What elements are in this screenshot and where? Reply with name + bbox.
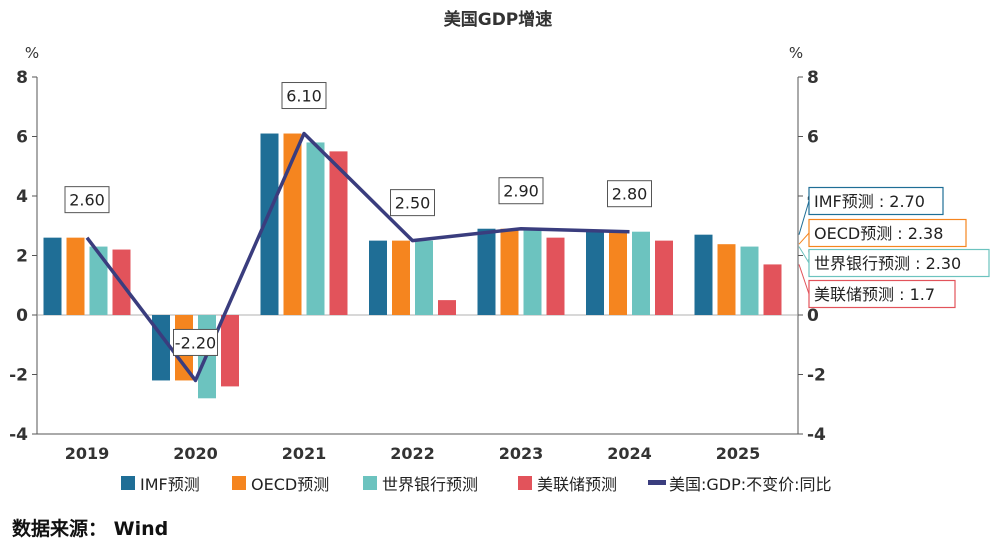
line-value-label: 2.50 — [395, 194, 431, 213]
legend-swatch — [363, 476, 377, 490]
line-label-box — [281, 82, 327, 110]
callout-text: 世界银行预测 : 2.30 — [814, 254, 961, 273]
line-value-label: -2.20 — [175, 333, 216, 352]
right-tick-label: -4 — [807, 425, 826, 445]
left-tick-label: 8 — [16, 68, 28, 88]
line-label-box — [498, 177, 544, 205]
bar-4-2021 — [329, 151, 348, 315]
line-label-box — [607, 180, 652, 208]
bar-2-2025 — [717, 244, 736, 315]
bar-2-2022 — [392, 240, 410, 315]
x-tick-label: 2019 — [65, 444, 110, 463]
x-tick-label: 2022 — [390, 444, 435, 463]
left-axis-unit: % — [25, 44, 39, 62]
chart-title: 美国GDP增速 — [444, 9, 553, 30]
right-tick-label: 6 — [807, 128, 819, 148]
bar-3-2023 — [523, 228, 542, 315]
right-axis-unit: % — [789, 44, 803, 62]
callout-leader — [798, 200, 810, 235]
left-tick-label: -4 — [9, 425, 28, 445]
bar-4-2020 — [221, 315, 239, 387]
bar-3-2019 — [89, 246, 108, 315]
callout-box — [808, 186, 944, 216]
x-tick-label: 2024 — [607, 444, 652, 463]
bar-3-2024 — [632, 231, 650, 315]
callout-box — [808, 279, 956, 309]
bar-3-2021 — [306, 142, 325, 315]
right-tick-label: -2 — [807, 366, 826, 386]
bar-1-2025 — [694, 234, 713, 315]
line-label-box — [390, 189, 435, 217]
callout-text: OECD预测 : 2.38 — [814, 224, 943, 243]
line-value-label: 6.10 — [286, 87, 322, 106]
legend-label: 美国:GDP:不变价:同比 — [669, 475, 832, 494]
legend-label: 美联储预测 — [537, 475, 617, 494]
bar-1-2022 — [369, 240, 387, 315]
data-source-note: 数据来源： Wind — [12, 518, 169, 540]
bar-4-2025 — [763, 264, 782, 315]
right-tick-label: 0 — [807, 306, 819, 326]
bar-3-2025 — [740, 246, 759, 315]
callout-text: 美联储预测 : 1.7 — [814, 285, 935, 304]
bar-4-2023 — [546, 237, 565, 315]
callout-box — [808, 218, 967, 248]
gdp-line — [85, 131, 630, 383]
bar-2-2024 — [609, 231, 627, 315]
right-tick-label: 8 — [807, 68, 819, 88]
callout-text: IMF预测 : 2.70 — [814, 192, 925, 211]
bar-4-2022 — [438, 300, 456, 315]
left-tick-label: 2 — [16, 247, 28, 267]
x-tick-label: 2025 — [716, 444, 761, 463]
left-tick-label: 6 — [16, 128, 28, 148]
bar-2-2023 — [500, 228, 519, 315]
callout-leader — [798, 232, 810, 245]
bar-1-2024 — [586, 231, 604, 315]
left-tick-label: 4 — [16, 187, 28, 207]
bar-2-2019 — [66, 237, 85, 315]
legend-label: 世界银行预测 — [382, 475, 478, 494]
legend-swatch — [121, 476, 135, 490]
x-tick-label: 2020 — [173, 444, 218, 463]
line-label-box — [173, 328, 218, 356]
callout-box — [808, 248, 990, 278]
line-label-box — [64, 186, 110, 214]
legend-swatch — [232, 476, 246, 490]
bar-3-2022 — [415, 240, 433, 315]
bar-4-2024 — [655, 240, 673, 315]
legend-swatch — [518, 476, 532, 490]
legend-label: IMF预测 — [140, 475, 200, 494]
bar-1-2023 — [477, 228, 496, 315]
bar-1-2019 — [43, 237, 62, 315]
line-value-label: 2.60 — [69, 191, 105, 210]
left-tick-label: -2 — [9, 366, 28, 386]
legend-label: OECD预测 — [251, 475, 329, 494]
callout-leader — [798, 246, 810, 264]
x-tick-label: 2021 — [282, 444, 327, 463]
bar-1-2021 — [260, 133, 279, 315]
chart: 美国GDP增速%%-4-4-2-200224466882019202020212… — [9, 9, 990, 494]
bar-2-2021 — [283, 133, 302, 315]
left-tick-label: 0 — [16, 306, 28, 326]
line-value-label: 2.90 — [503, 182, 539, 201]
x-tick-label: 2023 — [499, 444, 544, 463]
callout-leader — [798, 264, 810, 295]
line-value-label: 2.80 — [612, 185, 648, 204]
legend-swatch — [648, 480, 666, 485]
